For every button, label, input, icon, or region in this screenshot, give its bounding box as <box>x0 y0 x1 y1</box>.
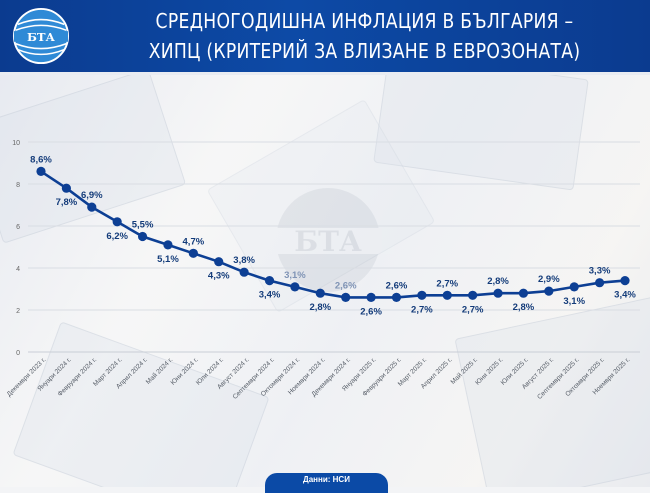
y-tick-label: 6 <box>16 224 20 231</box>
x-axis: Декември 2023 г.Януари 2024 г.Февруари 2… <box>6 356 632 401</box>
data-label: 5,5% <box>132 220 154 231</box>
data-label: 4,3% <box>208 271 230 282</box>
data-label: 7,8% <box>56 197 78 208</box>
title-line-1: СРЕДНОГОДИШНА ИНФЛАЦИЯ В БЪЛГАРИЯ – <box>155 9 574 33</box>
data-point <box>163 240 173 250</box>
data-label: 2,8% <box>487 276 509 287</box>
data-label: 6,9% <box>81 190 103 201</box>
y-tick-label: 8 <box>16 182 20 189</box>
data-label: 3,4% <box>614 290 636 301</box>
data-point <box>112 217 122 227</box>
bta-logo-icon: БТА <box>12 7 70 65</box>
data-point <box>214 257 224 267</box>
data-point <box>518 288 529 298</box>
data-point <box>137 231 148 242</box>
data-point <box>341 292 351 302</box>
background-banknotes <box>0 75 650 487</box>
data-point <box>569 282 579 292</box>
logo-text: БТА <box>27 30 56 44</box>
data-point <box>290 282 300 292</box>
data-label: 6,2% <box>106 231 128 242</box>
data-point <box>61 183 71 193</box>
data-point <box>239 267 249 277</box>
data-point <box>366 292 376 302</box>
chart-gridlines <box>28 141 640 353</box>
data-label: 8,6% <box>30 154 52 165</box>
data-label: 3,8% <box>233 255 255 266</box>
data-label: 2,8% <box>309 302 331 313</box>
data-label: 3,3% <box>589 266 611 277</box>
y-axis: 0 2 4 6 8 10 <box>12 140 20 357</box>
data-label: 2,6% <box>386 280 408 291</box>
data-label: 3,1% <box>563 296 585 307</box>
data-labels: 8,6% 7,8%6,9% 6,2% 5,5% 5,1% 4,7% 4,3%3,8% 3,4%… <box>30 154 636 317</box>
data-label: 2,6% <box>335 280 357 291</box>
data-label: 2,6% <box>360 306 382 317</box>
y-tick-label: 10 <box>12 140 20 147</box>
data-label: 3,4% <box>259 290 281 301</box>
data-label: 5,1% <box>157 254 179 265</box>
data-point <box>544 286 554 296</box>
y-tick-label: 2 <box>16 308 20 315</box>
page-title: СРЕДНОГОДИШНА ИНФЛАЦИЯ В БЪЛГАРИЯ – ХИПЦ… <box>130 6 599 66</box>
data-point <box>417 290 427 300</box>
data-points <box>36 166 630 302</box>
data-point <box>315 288 325 298</box>
watermark-text: БТА <box>294 225 362 258</box>
y-tick-label: 0 <box>16 350 20 357</box>
data-point <box>595 278 605 288</box>
data-point <box>188 248 198 258</box>
data-label: 2,8% <box>513 302 535 313</box>
y-tick-label: 4 <box>16 266 20 273</box>
header-banner: БТА СРЕДНОГОДИШНА ИНФЛАЦИЯ В БЪЛГАРИЯ – … <box>0 0 650 75</box>
data-label: 3,1% <box>284 270 306 281</box>
source-badge: Данни: НСИ <box>265 473 388 493</box>
data-label: 2,7% <box>436 278 458 289</box>
data-point <box>87 202 97 212</box>
data-label: 2,7% <box>462 304 484 315</box>
data-point <box>264 276 275 286</box>
data-point <box>468 290 478 300</box>
data-point <box>391 292 402 302</box>
data-label: 2,7% <box>411 304 433 315</box>
bta-watermark: БТА <box>262 188 394 292</box>
title-line-2: ХИПЦ (КРИТЕРИЙ ЗА ВЛИЗАНЕ В ЕВРОЗОНАТА) <box>148 39 581 63</box>
data-point <box>493 288 503 298</box>
data-point <box>442 290 452 300</box>
data-point <box>620 276 630 286</box>
data-label: 2,9% <box>538 274 560 285</box>
data-label: 4,7% <box>183 236 205 247</box>
source-label: Данни: НСИ <box>303 475 350 484</box>
data-point <box>36 166 46 176</box>
